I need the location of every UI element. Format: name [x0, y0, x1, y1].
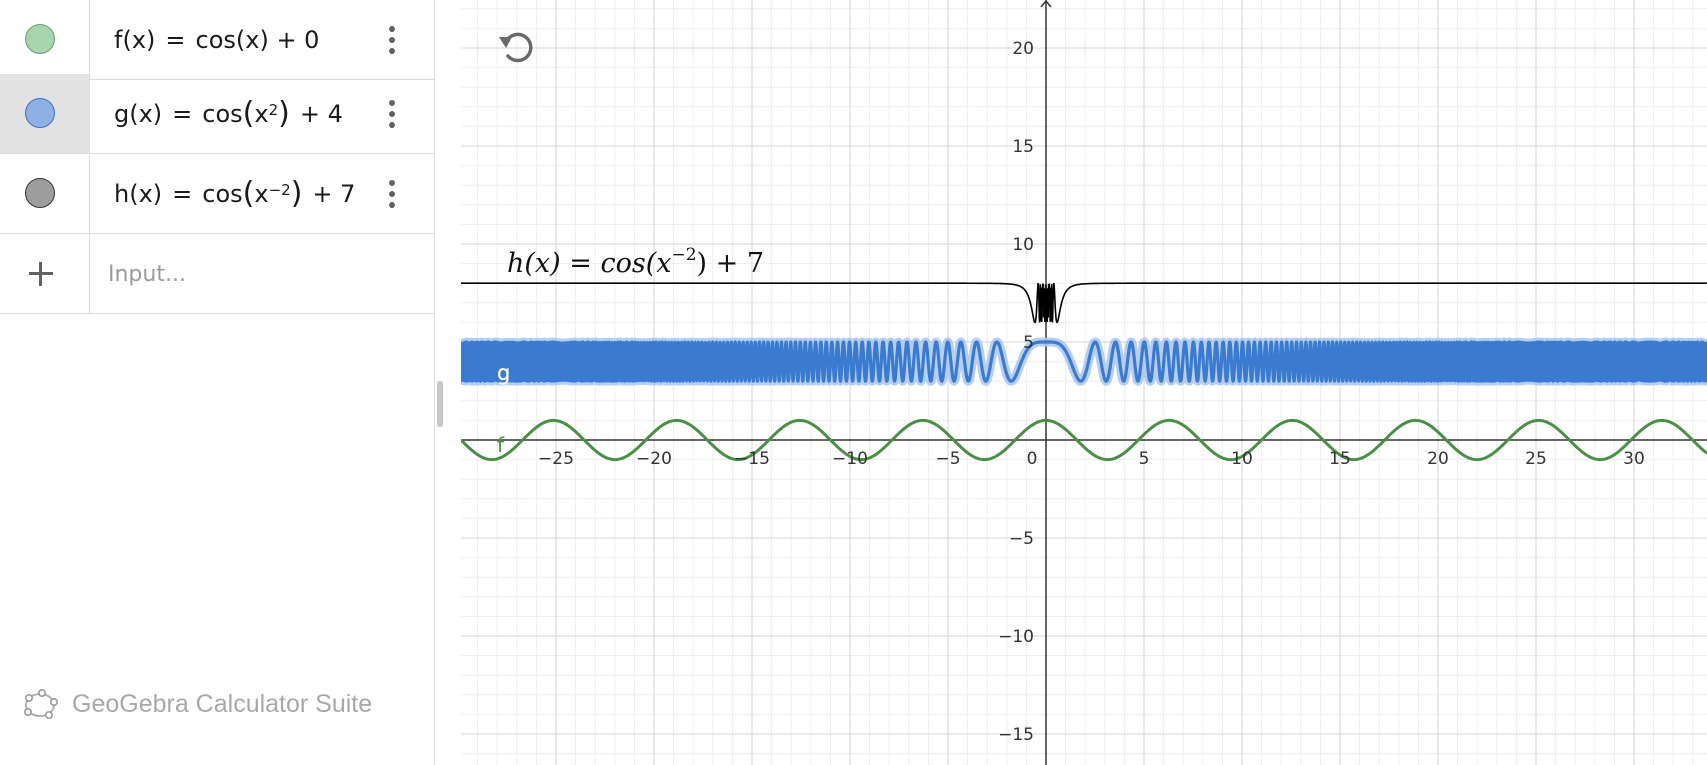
curve-h[interactable] [461, 282, 1707, 324]
algebra-row-f[interactable]: f (x) = cos(x) + 0 [0, 0, 435, 80]
x-tick-label: −25 [538, 449, 574, 469]
x-tick-label: −15 [734, 449, 770, 469]
geogebra-logo-icon [23, 688, 58, 719]
graph-canvas[interactable]: −25 −20 −15 −10 −5 0 5 10 15 20 25 30 20 15 10 5 −5 −10 −1… [461, 0, 1707, 765]
y-tick-label: 20 [1012, 39, 1034, 59]
expression-f[interactable]: f (x) = cos(x) + 0 [114, 25, 320, 54]
curve-f[interactable] [461, 418, 1707, 462]
y-tick-label: −5 [1009, 529, 1034, 549]
y-tick-label: −10 [998, 627, 1034, 647]
more-options-h[interactable] [389, 179, 395, 208]
algebra-input[interactable] [106, 234, 410, 315]
algebra-view: f (x) = cos(x) + 0 g (x) = cos(x 2) + 4 h (x) = cos… [0, 0, 435, 765]
algebra-input-row[interactable] [0, 234, 435, 315]
x-tick-label: −20 [636, 449, 672, 469]
y-tick-label: 15 [1012, 137, 1034, 157]
visibility-toggle-g[interactable] [25, 97, 55, 128]
marble-cell-h[interactable] [0, 154, 90, 233]
algebra-row-g[interactable]: g (x) = cos(x 2) + 4 [0, 74, 435, 154]
function-name-f: f [114, 25, 123, 54]
panel-resize-handle[interactable] [437, 381, 443, 427]
function-name-g: g [114, 99, 130, 128]
expression-h[interactable]: h (x) = cos(x −2) + 7 [114, 175, 356, 211]
more-options-g[interactable] [389, 99, 395, 128]
y-axis-arrow [1040, 0, 1052, 8]
visibility-toggle-h[interactable] [25, 177, 55, 208]
marble-cell-f[interactable] [0, 0, 90, 79]
function-name-h: h [114, 179, 130, 208]
x-tick-label: 15 [1329, 449, 1351, 469]
y-tick-label: 10 [1012, 235, 1034, 255]
undo-icon[interactable] [496, 28, 540, 68]
function-body-f: cos(x) + 0 [195, 25, 320, 54]
x-tick-label: 25 [1525, 449, 1547, 469]
curve-label-g: g [497, 361, 510, 385]
marble-cell-g[interactable] [0, 74, 90, 153]
branding: GeoGebra Calculator Suite [22, 688, 372, 720]
visibility-toggle-f[interactable] [25, 23, 55, 54]
tick-labels: −25 −20 −15 −10 −5 0 5 10 15 20 25 30 20 15 10 5 −5 −10 −1… [538, 39, 1645, 745]
x-tick-label: 10 [1231, 449, 1253, 469]
add-cell[interactable] [0, 234, 90, 313]
curve-g[interactable] [461, 340, 1707, 383]
y-tick-label: −15 [998, 725, 1034, 745]
axes [461, 0, 1707, 765]
graphics-view[interactable]: −25 −20 −15 −10 −5 0 5 10 15 20 25 30 20 15 10 5 −5 −10 −1… [461, 0, 1707, 765]
x-tick-label: 0 [1027, 449, 1038, 469]
y-tick-label: 5 [1023, 333, 1034, 353]
algebra-row-h[interactable]: h (x) = cos(x −2) + 7 [0, 154, 435, 234]
curves [461, 282, 1707, 462]
x-tick-label: 20 [1427, 449, 1449, 469]
curve-label-h: h(x) = cos(x−2) + 7 [507, 245, 764, 279]
x-tick-label: 5 [1139, 449, 1150, 469]
curve-label-f: f [497, 433, 505, 457]
curve-labels: f g h(x) = cos(x−2) + 7 [497, 245, 764, 457]
plus-icon[interactable] [27, 260, 55, 288]
more-options-f[interactable] [389, 25, 395, 54]
x-tick-label: 30 [1623, 449, 1645, 469]
branding-label: GeoGebra Calculator Suite [72, 689, 373, 718]
x-tick-label: −10 [832, 449, 868, 469]
expression-g[interactable]: g (x) = cos(x 2) + 4 [114, 95, 343, 131]
x-tick-label: −5 [935, 449, 960, 469]
